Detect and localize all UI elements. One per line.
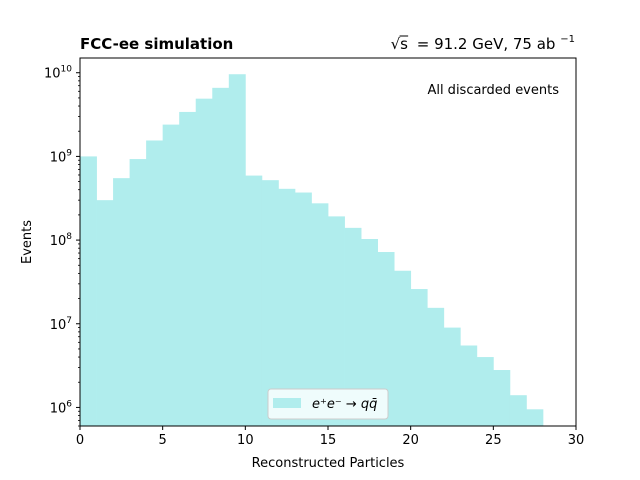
histogram-bar [228,74,246,426]
histogram-bar [427,307,445,426]
histogram-bar [294,192,312,426]
chart-title-right: √s = 91.2 GeV, 75 ab −1 [391,34,575,53]
title-energy-lumi: = 91.2 GeV, 75 ab [417,35,556,53]
legend: e⁺e⁻ → qq̄ [267,388,389,420]
x-axis-label: Reconstructed Particles [252,456,405,471]
histogram-bar [195,98,213,426]
y-tick-label: 109 [50,148,73,165]
legend-label: e⁺e⁻ → qq̄ [312,397,377,412]
y-tick-label: 1010 [44,65,72,82]
histogram-bar [146,140,164,427]
histogram-bar [96,200,114,426]
histogram-bar [162,124,180,426]
histogram-bar [476,357,494,426]
histogram-bar [509,395,527,426]
histogram-bar [377,252,395,426]
x-tick-label: 0 [76,433,84,448]
y-tick-label: 108 [50,232,73,249]
histogram-bar [212,87,230,426]
x-axis-ticks: 0 5 10 15 20 25 30 [76,426,584,448]
title-exponent: −1 [560,34,575,45]
x-tick-label: 5 [159,433,167,448]
histogram-bar [410,289,428,426]
chart-title-left: FCC-ee simulation [80,35,233,53]
legend-box [267,388,389,420]
histogram-bar [493,370,511,426]
y-axis-ticks: 106 107 108 109 1010 [44,65,80,427]
histogram-bar [460,345,478,426]
histogram-bar [245,175,263,426]
title-sqrt-s: √s [391,35,409,53]
histogram-bar [344,227,362,426]
histogram-bar [179,111,197,426]
histogram-bars [80,74,544,427]
y-tick-label: 107 [50,316,72,333]
histogram-bar [261,180,279,426]
x-tick-label: 25 [485,433,502,448]
histogram-bar [80,156,97,426]
annotation-text: All discarded events [427,83,559,98]
histogram-bar [129,159,147,427]
x-tick-label: 30 [568,433,585,448]
histogram-bar [278,188,296,426]
y-tick-label: 106 [50,399,73,416]
histogram-bar [394,270,412,426]
svg-text:√s = 91.2 GeV, 75 ab: √s = 91.2 GeV, 75 ab −1 [391,34,575,53]
x-tick-label: 20 [402,433,419,448]
x-tick-label: 10 [237,433,254,448]
legend-swatch [273,398,301,408]
x-tick-label: 15 [320,433,337,448]
histogram-bar [328,216,345,426]
histogram-bar [526,409,544,426]
histogram-bar [311,203,329,426]
histogram-bar [113,178,130,426]
y-axis-label: Events [20,220,35,264]
histogram-bar [361,239,378,426]
histogram-bar [443,327,461,426]
